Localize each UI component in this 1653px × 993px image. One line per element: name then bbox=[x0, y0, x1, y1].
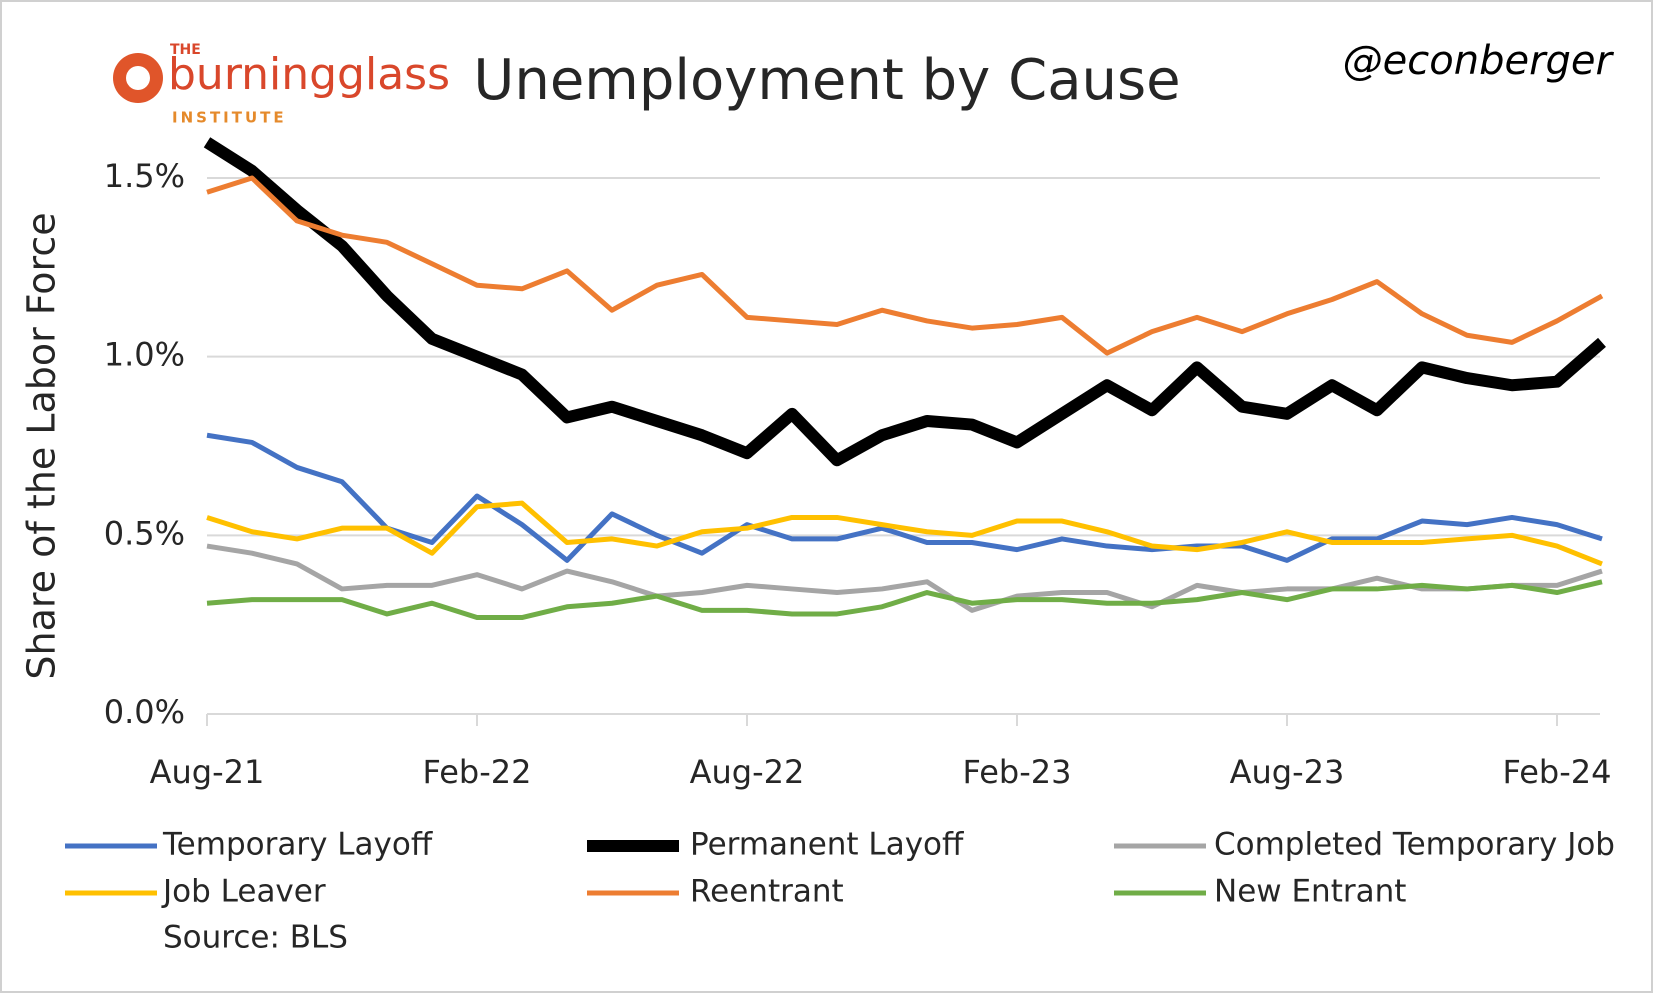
x-tick-label: Aug-21 bbox=[150, 753, 265, 791]
legend-label: Permanent Layoff bbox=[690, 827, 964, 863]
x-tick-label: Feb-22 bbox=[423, 753, 532, 791]
y-tick-label: 1.5% bbox=[104, 157, 185, 195]
x-tick-label: Aug-22 bbox=[690, 753, 805, 791]
y-tick-label: 0.5% bbox=[104, 514, 185, 552]
handle: @econberger bbox=[1343, 38, 1615, 84]
logo: THE burningglass INSTITUTE bbox=[113, 42, 450, 127]
y-tick-label: 1.0% bbox=[104, 336, 185, 374]
x-tick-label: Feb-24 bbox=[1503, 753, 1612, 791]
logo-name: burningglass bbox=[168, 49, 450, 100]
series-line bbox=[206, 579, 1603, 621]
y-tick-label: 0.0% bbox=[104, 693, 185, 731]
logo-top: THE bbox=[170, 42, 201, 58]
logo-bottom: INSTITUTE bbox=[172, 109, 287, 127]
series-line bbox=[206, 432, 1603, 563]
legend-label: New Entrant bbox=[1214, 874, 1406, 910]
legend-label: Job Leaver bbox=[161, 874, 326, 910]
chart-title: Unemployment by Cause bbox=[473, 48, 1180, 113]
x-tick-label: Feb-23 bbox=[963, 753, 1072, 791]
y-axis-title: Share of the Labor Force bbox=[20, 212, 64, 679]
series-line bbox=[203, 137, 1606, 467]
source: Source: BLS bbox=[163, 920, 348, 956]
logo-mark-center bbox=[126, 66, 150, 90]
legend-label: Completed Temporary Job bbox=[1214, 827, 1615, 863]
legend-label: Temporary Layoff bbox=[162, 827, 433, 863]
x-tick-label: Aug-23 bbox=[1230, 753, 1345, 791]
legend-label: Reentrant bbox=[690, 874, 844, 910]
series-line bbox=[206, 175, 1604, 356]
series-line bbox=[206, 543, 1603, 613]
series-line bbox=[206, 500, 1603, 567]
